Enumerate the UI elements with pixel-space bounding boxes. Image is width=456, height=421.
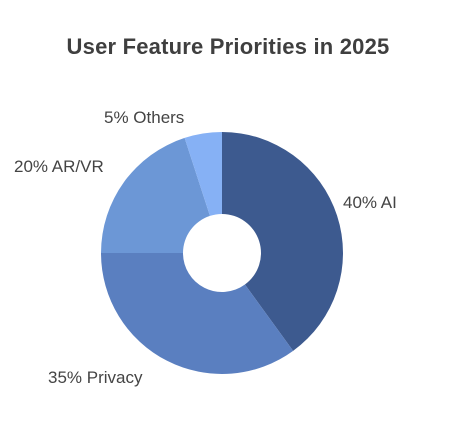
slice-label-ai: 40% AI bbox=[343, 193, 397, 212]
slice-ar-vr[interactable] bbox=[101, 137, 210, 253]
slice-others[interactable] bbox=[184, 132, 222, 216]
chart-title: User Feature Priorities in 2025 bbox=[66, 34, 390, 59]
slice-label-ar-vr: 20% AR/VR bbox=[14, 157, 104, 176]
slice-label-others: 5% Others bbox=[104, 108, 184, 127]
slice-privacy[interactable] bbox=[101, 253, 294, 374]
slice-label-privacy: 35% Privacy bbox=[48, 368, 143, 387]
slice-ai[interactable] bbox=[222, 132, 343, 351]
